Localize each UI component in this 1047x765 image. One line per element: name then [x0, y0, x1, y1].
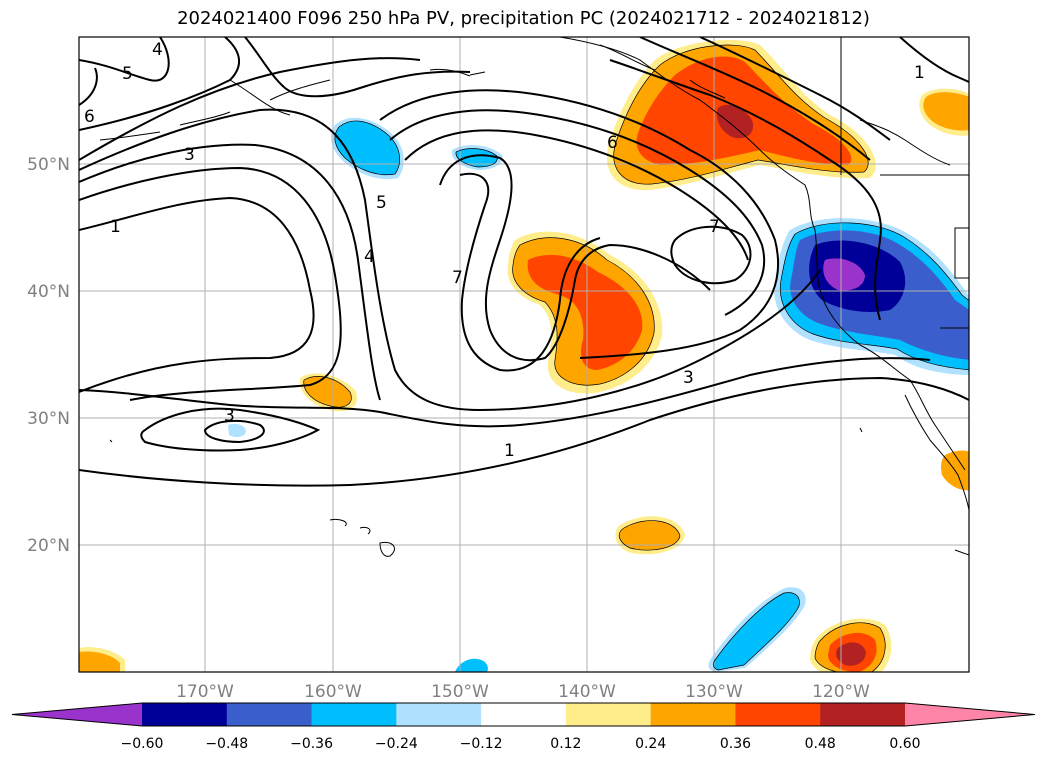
- lat-tick-label: 50°N: [27, 155, 70, 175]
- pv-contour-label: 5: [122, 64, 133, 84]
- chart-title: 2024021400 F096 250 hPa PV, precipitatio…: [177, 8, 870, 29]
- colorbar-tick-label: 0.60: [889, 736, 920, 752]
- colorbar-segment: [311, 703, 397, 726]
- colorbar-tick-label: 0.48: [805, 736, 836, 752]
- lat-tick-label: 40°N: [27, 282, 70, 302]
- colorbar: −0.60 −0.48 −0.36 −0.24 −0.12 0.12 0.24 0.36 0.4…: [11, 702, 1036, 752]
- precip-outlines: [303, 44, 969, 672]
- colorbar-tick-label: −0.60: [121, 736, 164, 752]
- colorbar-outline: [11, 702, 1036, 727]
- pv-contour-label: 1: [914, 63, 925, 83]
- colorbar-segment: [565, 703, 652, 726]
- lat-tick-label: 30°N: [27, 409, 70, 429]
- colorbar-tick-label: −0.12: [460, 736, 503, 752]
- colorbar-tick-label: −0.48: [205, 736, 248, 752]
- pv-contours: [79, 37, 969, 487]
- pv-contour-label: 6: [84, 107, 95, 127]
- pv-contour-label: 4: [364, 247, 375, 267]
- colorbar-segment: [142, 703, 228, 726]
- pv-contour-label-group: 5 4 6 3 1 5 4 7 6 7 3 1 3 1: [84, 40, 925, 461]
- colorbar-extend-low: [12, 703, 142, 726]
- colorbar-tick-label: 0.24: [635, 736, 666, 752]
- lon-tick-labels: 170°W 160°W 150°W 140°W 130°W 120°W: [176, 682, 870, 702]
- colorbar-tick-label: −0.36: [290, 736, 333, 752]
- pv-contour-label: 1: [504, 441, 515, 461]
- map-frame: [78, 36, 970, 673]
- lat-tick-label: 20°N: [27, 536, 70, 556]
- pv-contour-label: 4: [152, 40, 163, 60]
- colorbar-segment: [650, 703, 736, 726]
- pv-contour-label: 3: [224, 406, 235, 426]
- pv-contour-label: 3: [184, 145, 195, 165]
- lon-tick-label: 160°W: [304, 682, 362, 702]
- colorbar-tick-label: 0.36: [720, 736, 751, 752]
- colorbar-segment: [226, 703, 313, 726]
- lon-tick-label: 150°W: [431, 682, 489, 702]
- lat-tick-labels: 20°N 30°N 40°N 50°N: [27, 155, 70, 556]
- pv-contour-label: 7: [452, 268, 463, 288]
- pv-contour-label: 1: [110, 217, 121, 237]
- colorbar-tick-label: 0.12: [550, 736, 581, 752]
- pv-contour-label: 7: [709, 217, 720, 237]
- colorbar-segment: [735, 703, 821, 726]
- colorbar-segment: [396, 703, 482, 726]
- lon-tick-label: 140°W: [558, 682, 616, 702]
- pv-contour-label: 5: [376, 193, 387, 213]
- colorbar-segment: [820, 703, 906, 726]
- colorbar-tick-label: −0.24: [375, 736, 418, 752]
- colorbar-segment: [481, 703, 567, 726]
- pv-contour-label: 3: [683, 368, 694, 388]
- colorbar-extend-high: [905, 703, 1035, 726]
- precip-positive-regions: [79, 40, 969, 672]
- pv-contour-label: 6: [607, 133, 618, 153]
- lon-tick-label: 130°W: [685, 682, 743, 702]
- lon-tick-label: 170°W: [176, 682, 234, 702]
- lon-tick-label: 120°W: [812, 682, 870, 702]
